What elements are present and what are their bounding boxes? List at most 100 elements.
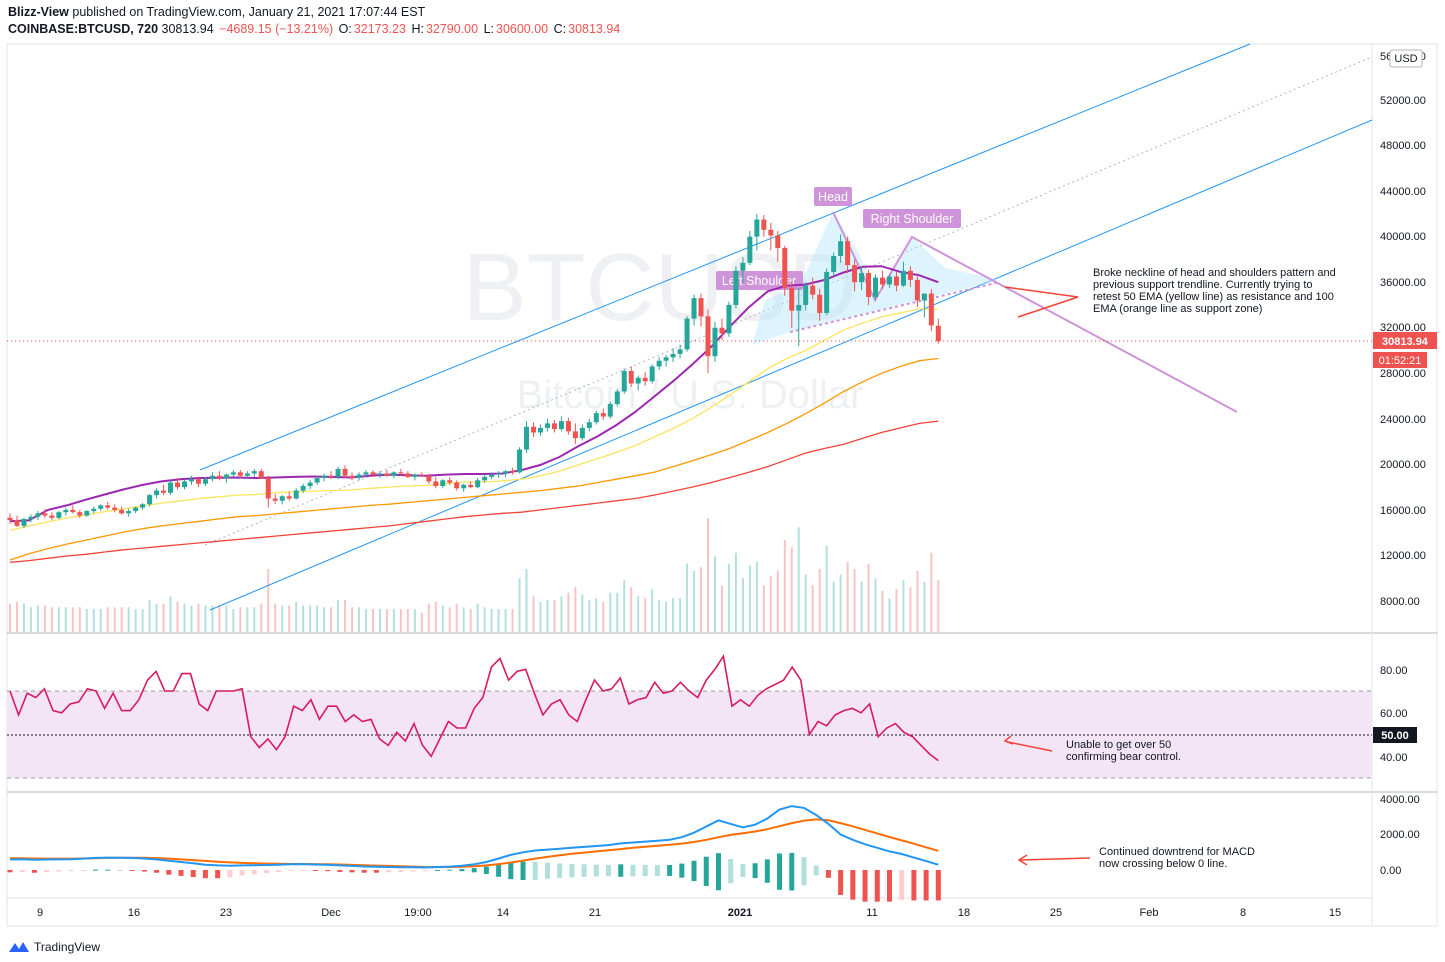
candle-body (223, 474, 229, 479)
volume-bar (274, 603, 277, 632)
volume-bar (741, 578, 744, 632)
head-label[interactable]: Head (818, 190, 848, 204)
time-axis[interactable]: 9 16 23 Dec 19:00 14 21 2021 11 18 25 Fe… (37, 907, 1341, 919)
rsi-annotation-line-2: confirming bear control. (1066, 751, 1181, 763)
macd-annotation[interactable]: Continued downtrend for MACD now crossin… (1099, 846, 1255, 870)
volume-bar (441, 605, 444, 632)
macd-histogram-bar (337, 870, 343, 872)
rsi-annotation-arrow[interactable] (1007, 741, 1053, 752)
candle-body (796, 304, 802, 311)
macd-series[interactable] (7, 805, 941, 902)
price-annotation-line-1: Broke neckline of head and shoulders pat… (1093, 267, 1336, 279)
volume-bar (707, 518, 709, 632)
macd-arrow-head (1017, 854, 1028, 866)
left-shoulder-label[interactable]: Left Shoulder (722, 274, 796, 288)
candle-body (286, 496, 292, 499)
candle-body (84, 511, 90, 516)
price-tick: 48000.00 (1380, 140, 1426, 152)
rsi-axis[interactable]: 80.00 60.00 40.00 50.00 (1373, 665, 1417, 764)
volume-bar (574, 587, 577, 632)
price-annotation-line-4: EMA (orange line as support zone) (1093, 303, 1262, 315)
candle-body (677, 349, 683, 354)
candle-body (426, 475, 432, 482)
volume-bar (15, 601, 18, 632)
candle-body (384, 473, 390, 476)
macd-histogram-bar (581, 864, 587, 877)
candle-body (705, 316, 711, 357)
volume-bar (720, 585, 723, 632)
hs-pattern-line[interactable] (832, 211, 1238, 413)
channel-lower-line[interactable] (209, 119, 1373, 611)
volume-bar (846, 561, 849, 632)
rsi-series[interactable] (9, 654, 939, 762)
macd-histogram-bar (740, 864, 746, 878)
volume-bar (64, 607, 67, 632)
time-tick: 21 (589, 907, 601, 919)
volume-bar (637, 596, 640, 632)
volume-bar (490, 609, 493, 632)
price-tick: 40000.00 (1380, 231, 1426, 243)
candle-body (907, 270, 913, 280)
close-value: 30813.94 (568, 22, 621, 36)
price-annotation-arrow[interactable] (1004, 286, 1079, 318)
macd-histogram-bar (593, 864, 599, 877)
macd-histogram-bar (703, 856, 709, 886)
rsi-annotation[interactable]: Unable to get over 50 confirming bear co… (1066, 739, 1181, 763)
macd-line (9, 805, 939, 869)
candle-body (733, 270, 739, 305)
symbol-label[interactable]: COINBASE:BTCUSD, 720 (8, 22, 159, 36)
volume-bar (497, 609, 500, 632)
volume-bar (434, 601, 437, 632)
channel-upper-line[interactable] (199, 43, 1251, 471)
author-name[interactable]: Blizz-View (8, 5, 69, 19)
volume-bar (616, 592, 619, 632)
currency-button[interactable]: USD (1394, 53, 1417, 65)
ema-lines[interactable] (9, 265, 939, 563)
volume-bar (406, 609, 409, 632)
price-tick: 36000.00 (1380, 277, 1426, 289)
right-shoulder-label-bg (863, 209, 961, 228)
candle-body (363, 472, 369, 475)
price-axis[interactable]: 56000.00 USD 52000.00 48000.00 44000.00 … (1373, 49, 1437, 608)
candle-body (719, 327, 725, 334)
right-shoulder-label[interactable]: Right Shoulder (871, 212, 954, 226)
volume-bar (762, 585, 765, 632)
volume-bar (483, 607, 486, 632)
candle-body (558, 421, 564, 430)
macd-histogram-bar (825, 870, 831, 878)
macd-annotation-arrow[interactable] (1019, 857, 1091, 861)
candle-body (209, 475, 215, 480)
candle-body (28, 516, 34, 520)
candle-body (307, 482, 313, 486)
volume-bar (267, 569, 270, 632)
volume-bar (567, 592, 570, 632)
change-value: −4689.15 (−13.21%) (219, 22, 334, 36)
brand-name[interactable]: TradingView (34, 940, 101, 954)
candle-body (314, 478, 320, 483)
macd-histogram-bar (56, 870, 62, 872)
macd-histogram-bar (215, 870, 221, 879)
volume-bar (539, 601, 542, 632)
time-tick: Feb (1140, 907, 1159, 919)
macd-axis[interactable]: 4000.00 2000.00 0.00 (1380, 794, 1420, 877)
price-annotation[interactable]: Broke neckline of head and shoulders pat… (1093, 267, 1336, 315)
currency-button-bg[interactable] (1389, 49, 1423, 68)
macd-histogram-bar (447, 869, 453, 871)
time-tick: 19:00 (404, 907, 432, 919)
tradingview-logo-icon[interactable] (8, 940, 30, 954)
volume-bar (106, 607, 109, 632)
candles[interactable] (7, 213, 941, 529)
macd-histogram-bar (557, 863, 563, 878)
volume-bar (797, 527, 800, 632)
candle-body (740, 262, 746, 271)
high-value: 32790.00 (425, 22, 479, 36)
volume-bar (532, 596, 535, 632)
chart-frame (6, 43, 1438, 927)
candle-body (405, 473, 411, 477)
high-label: H: (411, 22, 424, 36)
volume-bar (888, 598, 891, 632)
macd-histogram-bar (764, 859, 770, 883)
candle-body (105, 505, 111, 508)
price-tick: 28000.00 (1380, 368, 1426, 380)
